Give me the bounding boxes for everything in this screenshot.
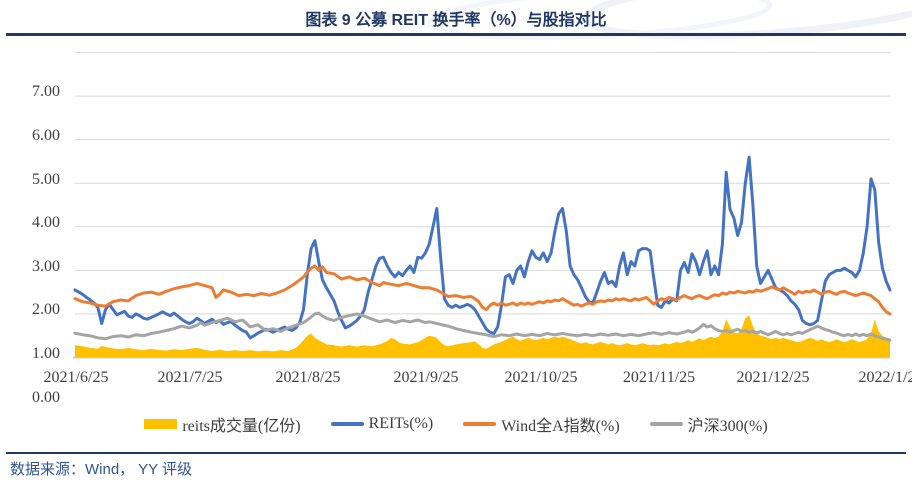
x-tick-label: 2021/10/25: [504, 369, 578, 386]
y-tick-label: 1.00: [32, 345, 60, 362]
footer-divider: [6, 452, 906, 454]
legend-label: Wind全A指数(%): [501, 418, 620, 435]
x-tick-label: 2021/12/25: [736, 369, 810, 386]
legend-item-reits-volume: reits成交量(亿份): [144, 412, 301, 436]
y-tick-label: 3.00: [32, 258, 60, 275]
x-tick-label: 2021/8/25: [275, 369, 341, 386]
legend-swatch-hs300: [649, 422, 683, 426]
legend-swatch-reits-volume: [144, 419, 178, 429]
legend-label: reits成交量(亿份): [182, 418, 301, 435]
y-tick-label: 2.00: [32, 301, 60, 318]
x-tick-label: 2021/7/25: [157, 369, 223, 386]
x-tick-label: 2022/1/25: [858, 369, 912, 386]
y-tick-label: 4.00: [32, 214, 60, 231]
figure-title: 图表 9 公募 REIT 换手率（%）与股指对比: [305, 12, 607, 29]
x-tick-label: 2021/6/25: [43, 369, 109, 386]
turnover-chart: 0.00 1.00 2.00 3.00 4.00 5.00 6.00 7.00 …: [0, 40, 912, 440]
y-tick-label: 6.00: [32, 127, 60, 144]
chart-legend: reits成交量(亿份) REITs(%) Wind全A指数(%) 沪深300(…: [0, 412, 912, 436]
legend-item-wind-a: Wind全A指数(%): [463, 412, 620, 436]
legend-swatch-reits-turnover: [330, 422, 364, 426]
legend-label: 沪深300(%): [687, 418, 768, 435]
legend-item-reits-turnover: REITs(%): [330, 415, 434, 433]
x-tick-label: 2021/11/25: [622, 369, 696, 386]
legend-swatch-wind-a: [463, 422, 497, 426]
x-tick-label: 2021/9/25: [393, 369, 459, 386]
data-source-text: 数据来源：Wind， YY 评级: [10, 461, 192, 478]
legend-label: REITs(%): [368, 415, 434, 432]
title-divider: [6, 33, 906, 36]
legend-item-hs300: 沪深300(%): [649, 412, 768, 436]
y-tick-label: 5.00: [32, 171, 60, 188]
y-tick-label: 0.00: [32, 389, 60, 406]
y-tick-label: 7.00: [32, 83, 60, 100]
plot-svg: [73, 52, 892, 359]
